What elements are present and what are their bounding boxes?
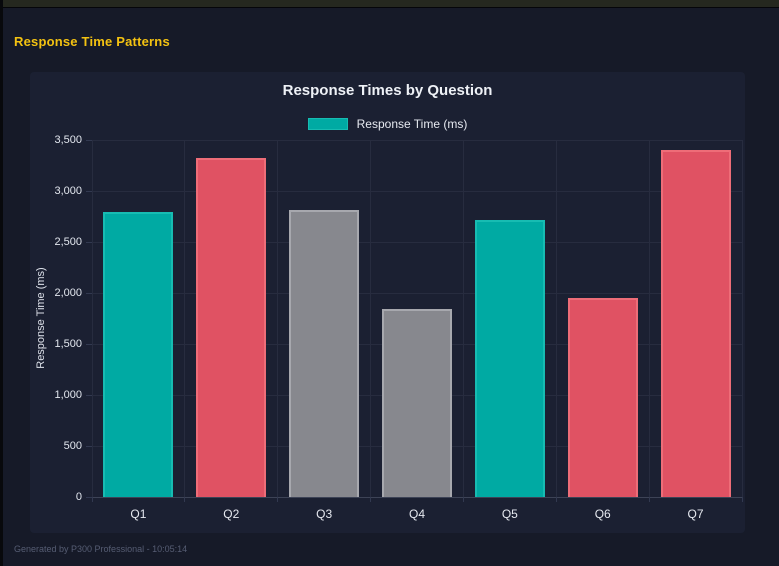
gridline-y-0 <box>92 496 742 498</box>
x-tick-mark <box>462 497 464 502</box>
footer-status-text: Generated by P300 Professional - 10:05:1… <box>14 544 188 554</box>
x-tick-mark <box>555 497 557 502</box>
y-tick-label-3000: 3,000 <box>54 184 82 197</box>
x-tick-label-q4: Q4 <box>408 507 425 521</box>
gridline-x-2 <box>277 140 279 497</box>
y-tick-mark <box>86 496 92 498</box>
x-tick-label-q2: Q2 <box>223 507 240 521</box>
y-tick-label-2000: 2,000 <box>54 286 82 299</box>
legend-swatch <box>307 118 348 130</box>
x-tick-mark <box>91 497 93 502</box>
bar-q2[interactable] <box>196 158 267 497</box>
bar-q4[interactable] <box>382 309 452 497</box>
y-tick-mark <box>86 394 92 396</box>
bar-q1[interactable] <box>103 212 174 497</box>
y-tick-mark <box>86 241 92 243</box>
x-tick-mark <box>277 497 279 502</box>
x-tick-label-q3: Q3 <box>316 507 333 521</box>
y-tick-mark <box>86 139 92 141</box>
legend-item-response-time[interactable]: Response Time (ms) <box>30 117 745 131</box>
x-tick-label-q7: Q7 <box>687 507 704 521</box>
gridline-y-2000 <box>92 292 742 294</box>
y-tick-mark <box>86 445 92 447</box>
y-tick-label-1000: 1,000 <box>54 388 82 401</box>
x-tick-label-q1: Q1 <box>130 507 147 521</box>
y-axis-title: Response Time (ms) <box>35 267 47 369</box>
gridline-x-0 <box>91 140 93 497</box>
y-tick-mark <box>86 343 92 345</box>
legend-label: Response Time (ms) <box>356 117 468 131</box>
y-tick-label-2500: 2,500 <box>54 235 82 248</box>
x-tick-label-q5: Q5 <box>501 507 518 521</box>
gridline-x-7 <box>741 140 743 497</box>
gridline-x-1 <box>184 140 186 497</box>
gridline-x-5 <box>555 140 557 497</box>
y-tick-label-3500: 3,500 <box>54 133 82 146</box>
y-tick-label-500: 500 <box>63 439 82 452</box>
x-tick-mark <box>741 497 743 502</box>
page-title: Response Time Patterns <box>14 34 170 49</box>
window-top-edge <box>0 0 779 8</box>
bar-q6[interactable] <box>567 298 638 497</box>
y-tick-label-1500: 1,500 <box>54 337 82 350</box>
chart-title: Response Times by Question <box>282 82 493 99</box>
gridline-x-6 <box>648 140 650 497</box>
gridline-y-3000 <box>92 190 742 192</box>
x-tick-mark <box>370 497 372 502</box>
gridline-x-4 <box>462 140 464 497</box>
x-tick-label-q6: Q6 <box>594 507 611 521</box>
y-tick-mark <box>86 292 92 294</box>
window-left-edge <box>0 0 3 566</box>
x-tick-mark <box>184 497 186 502</box>
bar-q3[interactable] <box>289 210 360 497</box>
bar-q5[interactable] <box>474 219 545 497</box>
gridline-x-3 <box>370 140 372 497</box>
gridline-y-2500 <box>92 241 742 243</box>
bar-q7[interactable] <box>660 150 731 497</box>
y-tick-label-0: 0 <box>75 490 82 503</box>
x-tick-mark <box>648 497 650 502</box>
plot-area <box>91 139 743 498</box>
gridline-y-3500 <box>92 139 742 141</box>
y-tick-mark <box>86 190 92 192</box>
